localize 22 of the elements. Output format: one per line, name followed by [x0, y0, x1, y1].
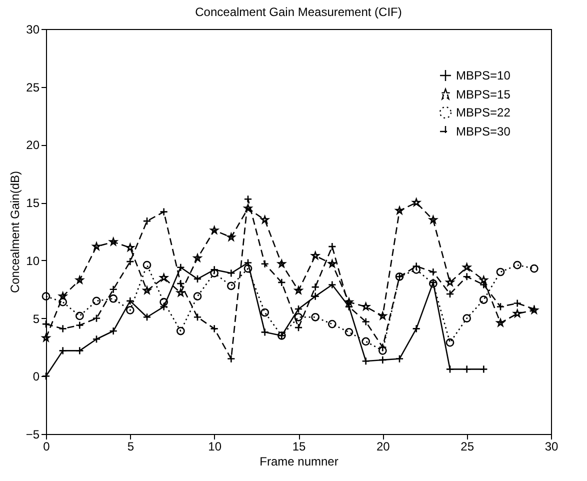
y-tick-label: 10 [26, 254, 40, 268]
x-tick-label: 20 [376, 440, 390, 454]
x-tick-label: 5 [127, 440, 134, 454]
legend-label: MBPS=15 [456, 88, 511, 102]
chart-title: Concealment Gain Measurement (CIF) [195, 5, 402, 19]
y-tick-label: 0 [32, 370, 40, 384]
legend-label: MBPS=30 [456, 124, 511, 138]
y-tick-label: 25 [26, 80, 40, 94]
y-tick-label: 30 [26, 22, 40, 36]
legend-label: MBPS=22 [456, 106, 511, 120]
y-tick-label: 20 [26, 138, 40, 152]
x-axis-title: Frame numner [260, 454, 338, 468]
x-tick-label: 15 [292, 440, 306, 454]
y-tick-label: −5 [26, 428, 40, 442]
x-tick-label: 25 [460, 440, 474, 454]
x-tick-label: 30 [544, 440, 558, 454]
legend-label: MBPS=10 [456, 68, 511, 82]
y-tick-label: 5 [32, 312, 40, 326]
x-tick-label: 10 [208, 440, 222, 454]
x-tick-label: 0 [43, 440, 50, 454]
y-axis-title: Concealment Gain(dB) [8, 170, 22, 294]
y-tick-label: 15 [26, 196, 40, 210]
